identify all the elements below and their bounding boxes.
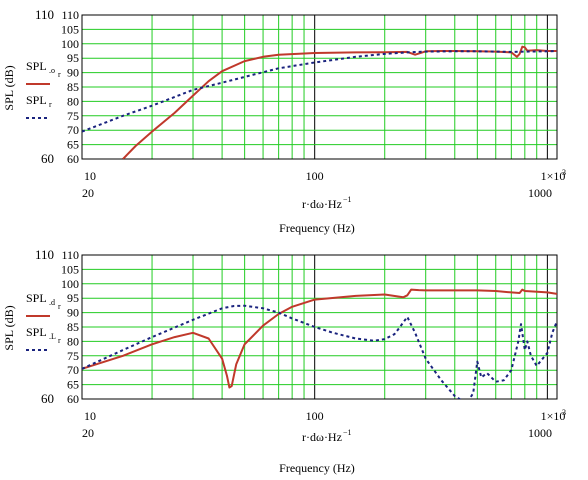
bottom-x-tick-label: 100 — [306, 409, 324, 423]
top-y-tick-label: 100 — [61, 37, 79, 51]
bottom-y-tick-label: 90 — [67, 306, 79, 320]
bottom-legend-subscript: .L — [49, 332, 56, 341]
bottom-y-tick-label: 70 — [67, 363, 79, 377]
bottom-legend-subscript2: r — [58, 336, 61, 345]
bottom-y-tick-label: 80 — [67, 334, 79, 348]
top-x-tick-label-secondary: 1000 — [528, 186, 552, 200]
top-x-axis-title: Frequency (Hz) — [279, 221, 355, 235]
bottom-series-line-1 — [82, 288, 557, 389]
bottom-x-tick-label: 10 — [84, 409, 96, 423]
bottom-x-axis-label: r·dω·Hz — [302, 430, 342, 444]
bottom-y-tick-label: 100 — [61, 277, 79, 291]
top-x-axis-label-exponent: −1 — [343, 195, 352, 204]
bottom-legend-subscript: .d — [49, 298, 55, 307]
top-y-tick-label: 60 — [67, 152, 79, 166]
top-y-tick-label: 85 — [67, 80, 79, 94]
top-x-tick-label-secondary: 20 — [82, 186, 94, 200]
top-legend-subscript: .o — [49, 66, 55, 75]
top-legend-subscript: r — [49, 100, 52, 109]
top-x-tick-label: 100 — [306, 169, 324, 183]
bottom-legend-label: SPL — [26, 325, 47, 339]
top-legend-label: SPL — [26, 59, 47, 73]
top-x-axis-label: r·dω·Hz — [302, 197, 342, 211]
bottom-x-tick-exponent: 3 — [562, 408, 566, 417]
top-plot-frame — [81, 14, 558, 160]
top-x-tick-exponent: 3 — [562, 168, 566, 177]
top-y-axis-title: SPL (dB) — [2, 65, 16, 110]
bottom-y-tick-label: 110 — [61, 248, 79, 262]
bottom-legend-label: SPL — [26, 291, 47, 305]
bottom-series-line-2 — [82, 304, 557, 399]
top-x-tick-label: 10 — [84, 169, 96, 183]
bottom-x-tick-label: 1×10 — [541, 409, 566, 423]
bottom-x-axis-label-exponent: −1 — [343, 428, 352, 437]
top-y-major-label: 110 — [35, 7, 54, 22]
top-legend-label: SPL — [26, 93, 47, 107]
top-y-tick-label: 80 — [67, 94, 79, 108]
bottom-y-tick-label: 85 — [67, 320, 79, 334]
top-y-tick-label: 105 — [61, 22, 79, 36]
top-x-tick-label: 1×10 — [541, 169, 566, 183]
top-y-tick-label: 65 — [67, 138, 79, 152]
top-y-tick-label: 70 — [67, 123, 79, 137]
bottom-x-tick-label-secondary: 1000 — [528, 426, 552, 440]
top-series-line-2 — [82, 50, 557, 133]
bottom-x-axis-title: Frequency (Hz) — [279, 461, 355, 475]
bottom-y-axis-title: SPL (dB) — [2, 305, 16, 350]
bottom-y-tick-label: 60 — [67, 392, 79, 406]
top-y-tick-label: 75 — [67, 109, 79, 123]
bottom-y-major-label: 110 — [35, 247, 54, 262]
top-series-line-1 — [122, 45, 557, 159]
bottom-plot-frame — [81, 254, 558, 400]
bottom-y-tick-label: 65 — [67, 378, 79, 392]
top-y-major-label: 60 — [41, 151, 54, 166]
top-y-tick-label: 110 — [61, 8, 79, 22]
bottom-x-tick-label-secondary: 20 — [82, 426, 94, 440]
bottom-y-tick-label: 75 — [67, 349, 79, 363]
top-y-tick-label: 95 — [67, 51, 79, 65]
bottom-y-tick-label: 105 — [61, 262, 79, 276]
top-legend-subscript2: r — [58, 70, 61, 79]
bottom-y-tick-label: 95 — [67, 291, 79, 305]
bottom-legend-subscript2: r — [58, 302, 61, 311]
bottom-y-major-label: 60 — [41, 391, 54, 406]
top-y-tick-label: 90 — [67, 66, 79, 80]
